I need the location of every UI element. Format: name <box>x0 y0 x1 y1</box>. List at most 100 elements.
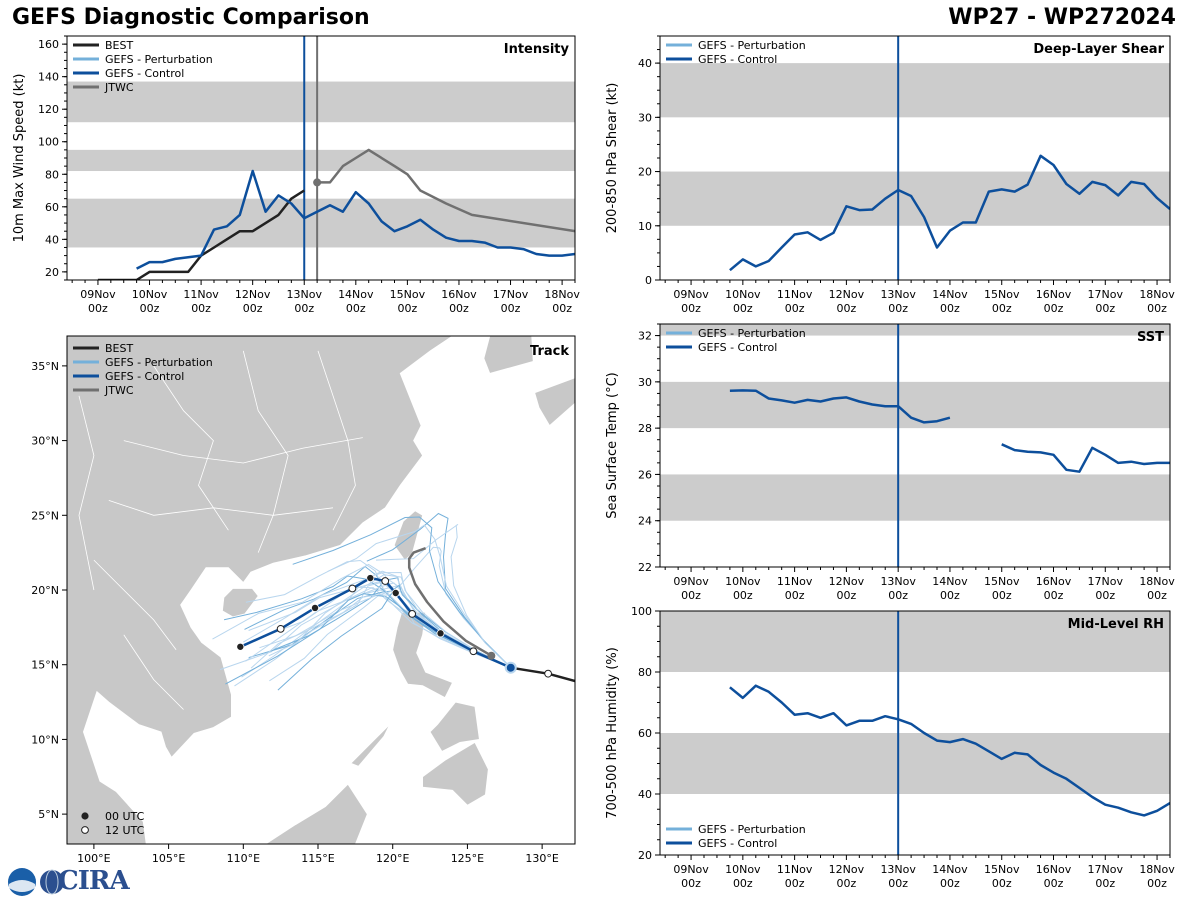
intensity-xtick-label-hour: 00z <box>552 302 572 315</box>
sst-xtick-label-hour: 00z <box>1147 589 1167 602</box>
border-line <box>242 350 289 553</box>
track-marker-00utc <box>436 629 445 638</box>
shear-legend-label: GEFS - Perturbation <box>698 39 806 52</box>
rh-xtick-label-day: 16Nov <box>1036 863 1072 876</box>
rh-xtick-label-hour: 00z <box>1095 877 1115 890</box>
rh-xtick-label-hour: 00z <box>940 877 960 890</box>
track-perturbation-line <box>225 593 511 685</box>
shear-plot-area <box>660 36 1170 280</box>
border-line <box>93 559 177 651</box>
sst-xtick-label-hour: 00z <box>940 589 960 602</box>
intensity-ytick-label: 40 <box>45 233 59 246</box>
intensity-panel: 2040608010012014016009Nov00z10Nov00z11No… <box>12 35 580 315</box>
sst-panel-title: SST <box>1137 330 1164 345</box>
track-jtwc-init-point <box>487 651 496 660</box>
sst-legend-label: GEFS - Perturbation <box>698 327 806 340</box>
shear-xtick-label-day: 17Nov <box>1088 288 1124 301</box>
track-xtick-label: 110°E <box>227 852 260 865</box>
rh-ytick-label: 80 <box>638 666 652 679</box>
shear-ytick-label: 10 <box>638 220 652 233</box>
rh-xtick-label-hour: 00z <box>888 877 908 890</box>
shear-band <box>660 63 1170 118</box>
sst-ytick-label: 22 <box>638 561 652 574</box>
rh-ytick-label: 20 <box>638 849 652 862</box>
land-polygon <box>67 336 454 844</box>
track-panel-title: Track <box>530 344 569 359</box>
track-perturbation-line <box>375 523 512 669</box>
intensity-xtick-label-day: 17Nov <box>493 288 529 301</box>
sst-xtick-label-day: 14Nov <box>932 575 968 588</box>
rh-ytick-label: 100 <box>631 605 652 618</box>
sst-band <box>660 474 1170 521</box>
land-polygon <box>483 336 534 374</box>
marker-legend-00utc-dot <box>81 812 89 820</box>
rh-legend-label: GEFS - Perturbation <box>698 823 806 836</box>
track-perturbation-line <box>327 524 512 669</box>
intensity-xtick-label-hour: 00z <box>243 302 263 315</box>
shear-xtick-label-hour: 00z <box>888 302 908 315</box>
sst-xtick-label-day: 18Nov <box>1139 575 1175 588</box>
shear-panel-title: Deep-Layer Shear <box>1033 42 1164 57</box>
sst-ytick-label: 28 <box>638 422 652 435</box>
track-ytick-label: 25°N <box>31 509 59 522</box>
track-ytick-label: 35°N <box>31 360 59 373</box>
track-marker-12utc <box>348 584 357 593</box>
land-polygon <box>350 724 391 767</box>
sst-series-gefs-control-late- <box>1001 443 1170 473</box>
track-ytick-label: 5°N <box>38 808 59 821</box>
sst-xtick-label-day: 10Nov <box>725 575 761 588</box>
sst-xtick-label-day: 09Nov <box>673 575 709 588</box>
sst-xtick-label-hour: 00z <box>1095 589 1115 602</box>
shear-xtick-label-day: 14Nov <box>932 288 968 301</box>
rh-xtick-label-day: 13Nov <box>880 863 916 876</box>
shear-xtick-label-hour: 00z <box>940 302 960 315</box>
intensity-ytick-label: 140 <box>38 71 59 84</box>
sst-band <box>660 324 1170 336</box>
sst-ytick-label: 32 <box>638 330 652 343</box>
sst-xtick-label-day: 12Nov <box>829 575 865 588</box>
shear-xtick-label-hour: 00z <box>1147 302 1167 315</box>
track-marker-00utc <box>311 603 320 612</box>
rh-xtick-label-day: 18Nov <box>1139 863 1175 876</box>
shear-xtick-label-day: 13Nov <box>880 288 916 301</box>
track-legend-label: BEST <box>105 342 133 355</box>
shear-series-gefs-control <box>729 154 1170 272</box>
track-marker-00utc <box>366 574 375 583</box>
track-legend-label: GEFS - Perturbation <box>105 356 213 369</box>
land-polygon <box>235 783 368 844</box>
shear-xtick-label-hour: 00z <box>992 302 1012 315</box>
intensity-ytick-label: 20 <box>45 266 59 279</box>
sst-xtick-label-hour: 00z <box>785 589 805 602</box>
track-xtick-label: 120°E <box>376 852 409 865</box>
intensity-ylabel: 10m Max Wind Speed (kt) <box>12 74 27 243</box>
intensity-xtick-label-hour: 00z <box>88 302 108 315</box>
track-plot-area <box>67 336 575 844</box>
track-marker-00utc <box>236 642 245 651</box>
sst-xtick-label-hour: 00z <box>888 589 908 602</box>
intensity-legend-label: BEST <box>105 39 133 52</box>
intensity-xtick-label-day: 12Nov <box>235 288 271 301</box>
rh-xtick-label-hour: 00z <box>785 877 805 890</box>
rh-xtick-label-day: 14Nov <box>932 863 968 876</box>
track-current-point <box>506 663 515 672</box>
intensity-xtick-label-day: 13Nov <box>287 288 323 301</box>
globe-icon <box>40 870 64 894</box>
rh-plot-area <box>660 611 1170 855</box>
sst-xtick-label-day: 15Nov <box>984 575 1020 588</box>
track-xtick-label: 100°E <box>77 852 110 865</box>
intensity-xtick-label-hour: 00z <box>346 302 366 315</box>
noaa-cira-logo <box>8 868 64 896</box>
shear-xtick-label-hour: 00z <box>1095 302 1115 315</box>
track-legend-label: JTWC <box>104 384 134 397</box>
intensity-xtick-label-hour: 00z <box>140 302 160 315</box>
border-line <box>123 437 363 464</box>
shear-xtick-label-day: 16Nov <box>1036 288 1072 301</box>
storm-id-title: WP27 - WP272024 <box>948 5 1176 30</box>
border-line <box>153 365 229 531</box>
rh-xtick-label-day: 17Nov <box>1088 863 1124 876</box>
border-line <box>317 350 356 531</box>
shear-ytick-label: 40 <box>638 57 652 70</box>
